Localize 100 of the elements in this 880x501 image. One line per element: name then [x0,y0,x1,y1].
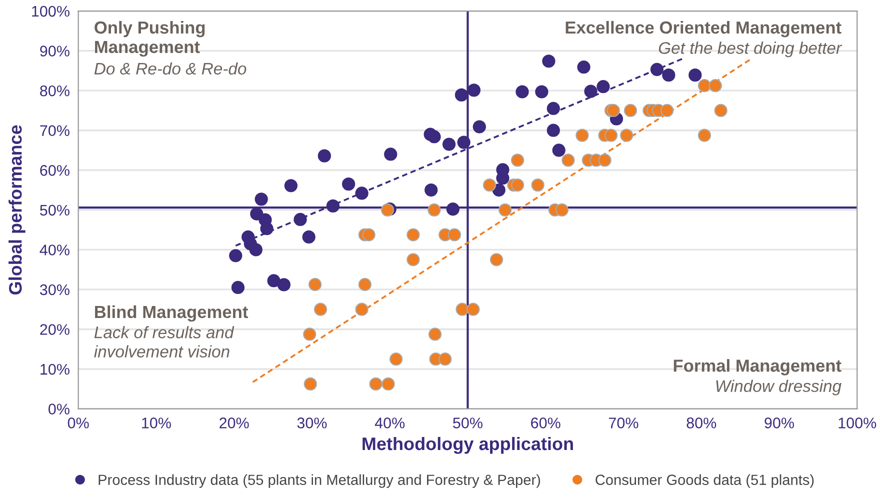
point [406,253,420,266]
point [380,203,394,216]
point [562,154,575,167]
x-tick-label: 60% [531,418,560,428]
point [576,128,589,142]
point [314,302,328,316]
point [446,202,460,216]
x-tick-label: 100% [838,418,876,428]
point [428,203,441,216]
y-tick-label: 50% [40,204,70,216]
point [254,192,268,206]
point [424,183,438,197]
point [546,102,560,116]
x-tick-label: 0% [68,418,89,428]
point [358,278,372,292]
y-tick-label: 60% [40,165,70,176]
point [362,228,376,242]
point [326,199,340,213]
point [284,179,298,192]
point [249,243,262,256]
point [624,104,638,118]
x-axis-title: Methodology application [362,436,573,454]
y-axis-title: Global performance [8,125,26,294]
point [457,136,470,149]
point [260,222,274,236]
point [498,203,512,216]
point [598,154,612,167]
point [531,178,544,192]
point [390,352,403,366]
point [555,203,569,216]
x-tick-label: 40% [374,418,405,428]
x-tick-label: 20% [220,418,249,428]
point [698,79,712,92]
annotation: Blind Management [95,305,248,322]
point [303,328,316,341]
point [302,230,316,244]
point [546,124,560,137]
annotation: Get the best doing better [658,42,842,58]
point [369,377,382,391]
point [577,60,590,74]
point [584,84,598,98]
point [308,278,322,292]
point [355,186,368,200]
point [467,84,481,97]
point [596,80,610,94]
point [304,377,317,391]
point [454,88,468,102]
point [382,377,395,391]
point [406,228,420,242]
point [448,228,462,242]
y-tick-label: 80% [40,85,70,96]
point [438,352,452,366]
x-tick-label: 30% [297,418,327,428]
point [231,280,245,294]
point [535,85,548,98]
point [442,138,456,151]
point [384,148,398,161]
point [660,104,674,118]
point [542,54,556,68]
point [496,172,510,185]
y-tick-label: 40% [40,244,70,256]
y-tick-label: 20% [40,324,70,335]
point [708,79,722,92]
annotation: Excellence Oriented Management [566,20,842,38]
point [456,302,469,316]
point [428,130,441,144]
point [516,85,529,98]
y-tick-label: 90% [40,46,70,56]
point [229,249,242,262]
y-tick-label: 30% [40,284,70,296]
point [294,212,307,226]
point [650,62,664,76]
legend-label: Consumer Goods data (51 plants) [596,474,814,488]
point [482,178,496,192]
annotation: Window dressing [716,380,842,396]
x-tick-label: 80% [686,418,716,428]
annotation: Only Pushing Management [94,20,205,57]
point [277,278,290,292]
legend-label: Process Industry data (55 plants in Metallurgy and Forestry & Paper) [98,474,540,488]
y-tick-label: 70% [40,125,70,136]
point [472,120,486,134]
point [318,149,331,162]
point [490,253,504,266]
point [492,183,506,197]
point [355,302,368,316]
point [428,328,442,341]
y-tick-label: 10% [40,364,70,375]
point [698,128,712,142]
point [510,154,524,167]
x-tick-label: 70% [608,418,638,428]
x-tick-label: 10% [142,418,171,428]
x-tick-label: 90% [764,418,794,428]
point [604,128,618,142]
annotation: Do & Re-do & Re-do [94,62,246,75]
annotation: Lack of results and involvement vision [94,326,234,358]
point [510,178,524,192]
point [552,144,566,157]
point [606,104,620,118]
y-tick-label: 100% [32,6,70,17]
x-tick-label: 50% [453,418,482,428]
